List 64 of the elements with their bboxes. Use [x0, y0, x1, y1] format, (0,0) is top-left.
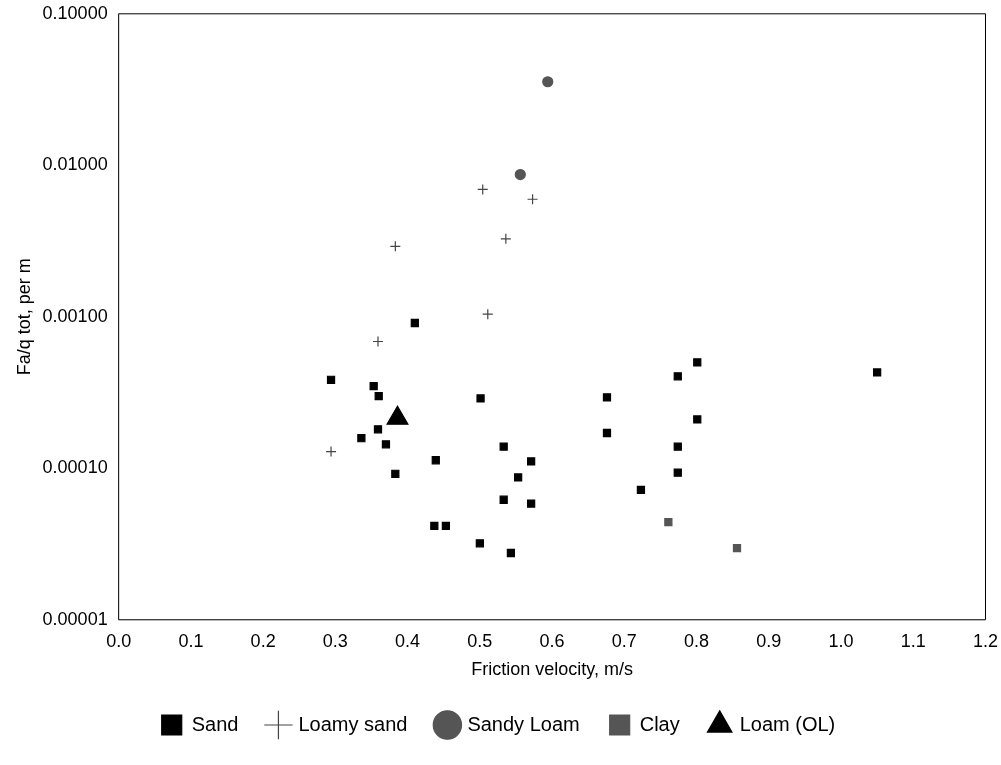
- x-tick-label: 0.0: [106, 630, 132, 651]
- x-tick-label: 0.2: [250, 630, 276, 651]
- x-tick-label: 1.0: [828, 630, 854, 651]
- point: [325, 445, 337, 458]
- point: [374, 391, 383, 401]
- point: [873, 368, 882, 377]
- point: [326, 375, 336, 384]
- x-tick-label: 0.4: [395, 630, 421, 651]
- y-tick-label: 0.01000: [42, 154, 108, 175]
- point: [476, 394, 485, 403]
- legend-label: Clay: [639, 712, 680, 735]
- point: [477, 183, 489, 196]
- x-tick-label: 0.1: [178, 630, 204, 651]
- point: [673, 468, 682, 477]
- point: [693, 415, 702, 424]
- point: [381, 440, 391, 449]
- point: [373, 425, 383, 434]
- legend-label: Sandy Loam: [467, 712, 580, 735]
- y-tick-label: 0.10000: [42, 2, 108, 23]
- point: [526, 193, 539, 205]
- x-tick-label: 0.6: [539, 630, 565, 651]
- point: [526, 499, 536, 508]
- x-tick-label: 0.9: [756, 630, 782, 651]
- x-tick-label: 1.2: [972, 630, 998, 651]
- point: [482, 308, 494, 320]
- y-axis-title: Fa/q tot, per m: [13, 258, 34, 376]
- y-tick-label: 0.00100: [42, 305, 108, 326]
- x-tick-label: 0.5: [467, 630, 493, 651]
- point: [500, 233, 512, 245]
- x-tick-label: 0.7: [611, 630, 637, 651]
- point: [431, 456, 440, 465]
- point: [673, 442, 682, 451]
- point: [357, 434, 366, 443]
- point: [410, 318, 419, 328]
- point: [514, 168, 526, 181]
- point: [499, 495, 508, 504]
- point: [475, 539, 484, 548]
- legend-label: Loam (OL): [739, 712, 836, 735]
- point: [542, 76, 554, 88]
- point: [526, 457, 536, 466]
- point: [499, 442, 508, 451]
- point: [602, 428, 612, 438]
- point: [430, 521, 439, 530]
- y-tick-label: 0.00001: [42, 608, 108, 629]
- point: [732, 544, 742, 553]
- point: [673, 372, 682, 381]
- point: [441, 521, 451, 530]
- legend-label: Loamy sand: [298, 712, 408, 735]
- point: [693, 358, 702, 367]
- y-tick-label: 0.00010: [42, 457, 108, 478]
- point: [369, 381, 378, 391]
- point: [372, 335, 384, 348]
- point: [391, 469, 400, 478]
- point: [506, 548, 516, 558]
- point: [636, 485, 646, 495]
- point: [389, 240, 401, 252]
- point: [513, 473, 523, 482]
- legend-label: Sand: [191, 712, 239, 735]
- x-axis-title: Friction velocity, m/s: [471, 659, 633, 680]
- point: [602, 393, 612, 402]
- x-tick-label: 1.1: [900, 630, 926, 651]
- x-tick-label: 0.3: [322, 630, 348, 651]
- point: [664, 518, 673, 527]
- x-tick-label: 0.8: [684, 630, 710, 651]
